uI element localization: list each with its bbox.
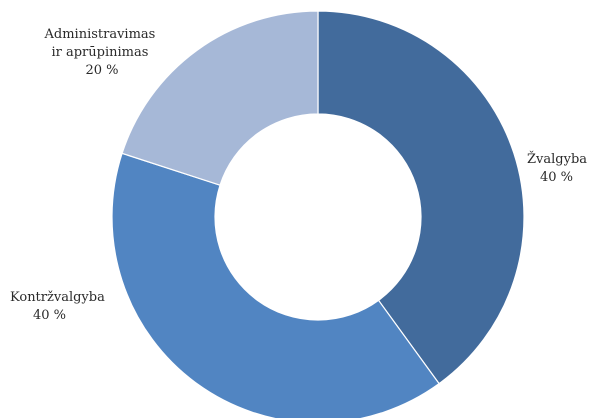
slice-kontrzvalgyba	[111, 152, 440, 418]
slice-label-kontrzvalgyba: Kontržvalgyba 40 %	[10, 290, 109, 323]
slice-administravimas-ir-aprupinimas	[121, 10, 319, 186]
slice-zvalgyba	[317, 10, 525, 385]
slice-label-administravimas: Administravimas ir aprūpinimas 20 %	[44, 27, 160, 78]
donut-slices	[111, 10, 525, 418]
slice-label-zvalgyba: Žvalgyba 40 %	[527, 151, 591, 185]
